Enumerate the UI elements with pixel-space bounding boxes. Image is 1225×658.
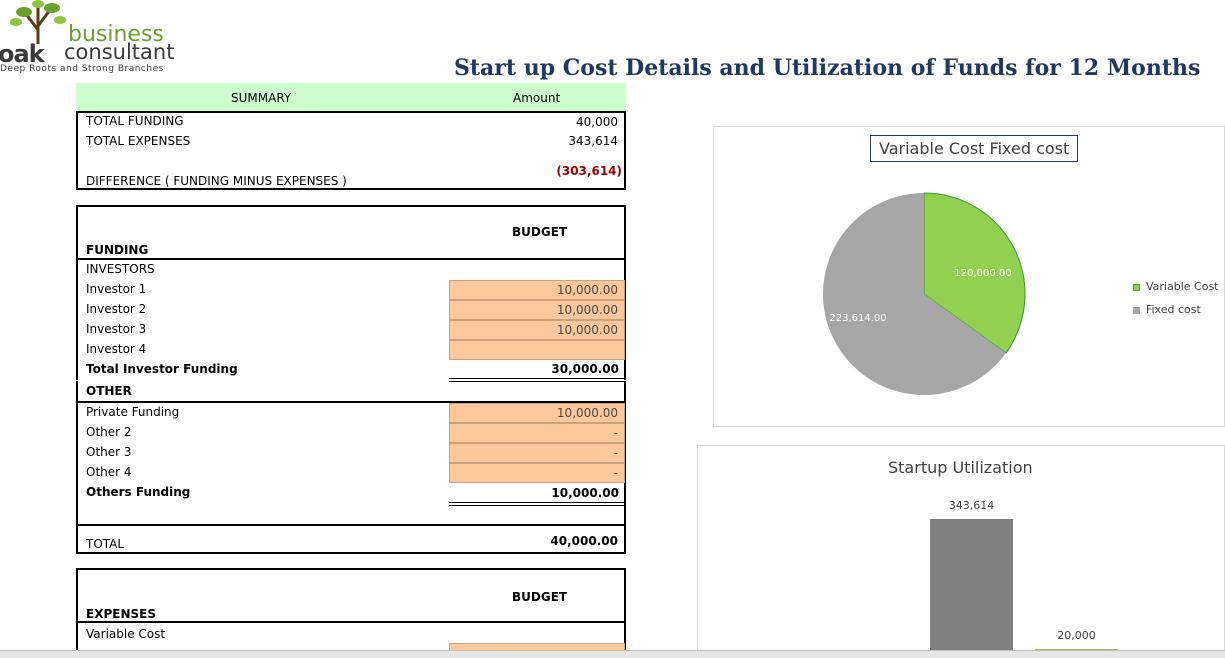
investors-section: INVESTORS Investor 1 Investor 2 Investor…: [76, 260, 626, 380]
legend-variable-cost: Variable Cost: [1133, 280, 1219, 293]
pie-slice-fixed-cost[interactable]: [823, 193, 1006, 395]
bar-data-label: 20,000: [1057, 629, 1096, 642]
other-4-value[interactable]: -: [449, 463, 625, 483]
sheet-tab-bar[interactable]: [0, 650, 1225, 658]
total-row: TOTAL 40,000.00: [76, 524, 626, 554]
total-funding-value[interactable]: 40,000: [576, 115, 618, 129]
others-funding-label: Others Funding: [86, 485, 191, 499]
amount-col-label: Amount: [513, 91, 561, 105]
expenses-budget-label: BUDGET: [512, 590, 568, 604]
investor-4-value[interactable]: [449, 340, 625, 360]
private-funding-label: Private Funding: [86, 405, 180, 419]
bar-chart-title: Startup Utilization: [888, 458, 1033, 477]
summary-col-label: SUMMARY: [231, 91, 292, 105]
other-3-value[interactable]: -: [449, 443, 625, 463]
bar-0[interactable]: [930, 519, 1013, 657]
expenses-header: BUDGET EXPENSES: [76, 568, 626, 623]
other-2-label: Other 2: [86, 425, 132, 439]
double-underline: [449, 502, 625, 506]
logo-tagline: Deep Roots and Strong Branches: [0, 64, 164, 74]
total-value[interactable]: 40,000.00: [550, 534, 618, 548]
funding-heading: FUNDING: [86, 243, 149, 257]
pie-chart: 120,000.00 223,614.00: [823, 192, 1026, 395]
investor-1-value[interactable]: 10,000.00: [449, 280, 625, 300]
expenses-heading: EXPENSES: [86, 607, 156, 621]
total-label: TOTAL: [86, 537, 125, 551]
variable-cost-label: Variable Cost: [86, 627, 166, 641]
difference-value[interactable]: (303,614): [556, 164, 622, 178]
investors-label: INVESTORS: [86, 262, 155, 276]
pie-chart-title: Variable Cost Fixed cost: [870, 135, 1079, 162]
other-heading-row: OTHER: [76, 381, 626, 403]
others-funding-value[interactable]: 10,000.00: [551, 486, 619, 500]
investor-2-value[interactable]: 10,000.00: [449, 300, 625, 320]
total-expenses-value[interactable]: 343,614: [568, 134, 618, 148]
legend-swatch-icon: [1133, 283, 1140, 291]
other-4-label: Other 4: [86, 465, 132, 479]
investor-4-label: Investor 4: [86, 342, 147, 356]
other-2-value[interactable]: -: [449, 423, 625, 443]
others-section: Private Funding Other 2 Other 3 Other 4 …: [76, 403, 626, 525]
page-title: Start up Cost Details and Utilization of…: [454, 55, 1201, 81]
summary-table: TOTAL FUNDING 40,000 TOTAL EXPENSES 343,…: [76, 111, 626, 190]
expenses-section: Variable Cost: [76, 623, 626, 653]
double-underline: [449, 378, 625, 382]
other-3-label: Other 3: [86, 445, 132, 459]
total-expenses-label: TOTAL EXPENSES: [86, 134, 191, 148]
investor-1-label: Investor 1: [86, 282, 147, 296]
summary-header: SUMMARY Amount: [76, 83, 626, 111]
pie-data-label: 223,614.00: [829, 313, 886, 324]
bar-data-label: 343,614: [949, 499, 995, 512]
legend-fixed-cost: Fixed cost: [1133, 303, 1201, 316]
funding-header: BUDGET FUNDING: [76, 205, 626, 260]
logo-word-business: business: [68, 22, 164, 47]
difference-label: DIFFERENCE ( FUNDING MINUS EXPENSES ): [86, 174, 347, 188]
total-investor-label: Total Investor Funding: [86, 362, 238, 376]
oak-leaf-icon: [10, 0, 66, 44]
logo-word-consultant: consultant: [64, 40, 175, 64]
investor-3-label: Investor 3: [86, 322, 147, 336]
pie-slice-variable-cost[interactable]: [923, 192, 1026, 354]
other-heading: OTHER: [86, 384, 132, 398]
company-logo: business oak consultant Deep Roots and S…: [0, 0, 180, 80]
bar-chart: 343,614 20,000: [930, 499, 1118, 657]
private-funding-value[interactable]: 10,000.00: [449, 403, 625, 423]
pie-data-label: 120,000.00: [954, 268, 1011, 279]
budget-col-label: BUDGET: [512, 225, 568, 239]
total-funding-label: TOTAL FUNDING: [86, 114, 184, 128]
investor-2-label: Investor 2: [86, 302, 147, 316]
investor-3-value[interactable]: 10,000.00: [449, 320, 625, 340]
total-investor-value[interactable]: 30,000.00: [551, 362, 619, 376]
logo-word-oak: oak: [0, 40, 45, 68]
legend-swatch-icon: [1133, 306, 1140, 314]
